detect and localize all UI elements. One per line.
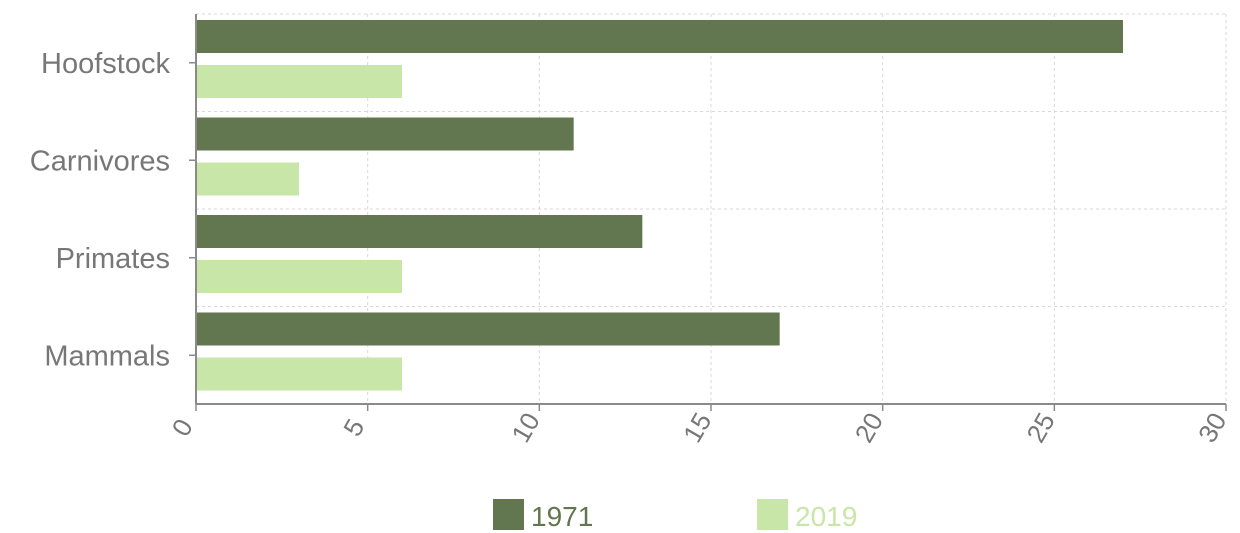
legend-label-2019: 2019 <box>795 501 857 532</box>
legend-swatch-2019 <box>757 499 788 530</box>
category-label: Mammals <box>44 340 170 372</box>
bar-1971-carnivores <box>196 117 574 151</box>
category-label: Hoofstock <box>41 48 170 80</box>
category-label: Primates <box>56 243 170 275</box>
bar-2019-carnivores <box>196 162 299 196</box>
legend-label-1971: 1971 <box>531 501 593 532</box>
bar-2019-mammals <box>196 357 402 391</box>
x-tick-label: 5 <box>337 414 370 442</box>
bar-1971-mammals <box>196 312 780 346</box>
x-tick-label: 15 <box>677 407 717 447</box>
x-tick-label: 10 <box>505 407 545 447</box>
bar-1971-primates <box>196 215 643 248</box>
x-tick-label: 0 <box>166 414 199 442</box>
bar-2019-primates <box>196 260 402 293</box>
x-tick-label: 20 <box>849 407 889 447</box>
bar-1971-hoofstock <box>196 20 1123 53</box>
x-tick-label: 30 <box>1192 407 1232 447</box>
bar-2019-hoofstock <box>196 65 402 98</box>
category-label: Carnivores <box>30 145 170 177</box>
legend-swatch-1971 <box>493 499 524 530</box>
x-tick-label: 25 <box>1020 407 1060 447</box>
